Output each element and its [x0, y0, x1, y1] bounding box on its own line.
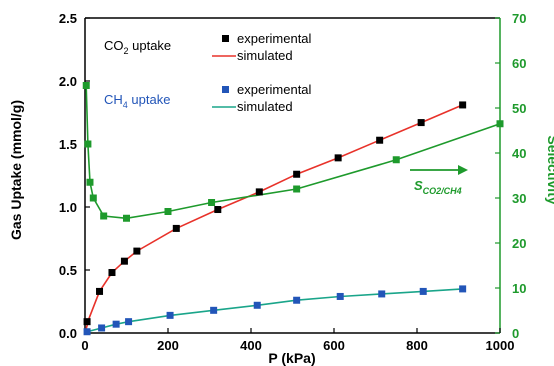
co2-sim-line — [84, 104, 464, 334]
ch4-exp-point — [419, 287, 427, 295]
co2-exp-point — [108, 269, 116, 277]
selectivity-arrow-head — [458, 165, 468, 175]
x-tick-label: 0 — [81, 338, 88, 353]
y2-tick-label: 40 — [512, 146, 526, 161]
selectivity-annotation: SCO2/CH4 — [414, 178, 462, 196]
ch4-exp-point — [83, 328, 91, 336]
ch4-exp-point — [459, 285, 467, 293]
selectivity-point — [123, 214, 130, 222]
y-tick-label: 0.0 — [59, 326, 77, 341]
selectivity-point — [164, 208, 172, 215]
legend-co2-sim-label: simulated — [237, 48, 293, 63]
y2-tick-label: 20 — [512, 236, 526, 251]
co2-exp-point — [293, 170, 301, 178]
co2-exp-point — [334, 154, 342, 162]
co2-exp-point — [83, 318, 91, 326]
selectivity-point — [392, 156, 400, 164]
co2-exp-point — [376, 136, 384, 144]
y-tick-label: 1.0 — [59, 200, 77, 215]
y-tick-label: 0.5 — [59, 263, 77, 278]
ch4-exp-point — [378, 290, 386, 298]
selectivity-point — [82, 82, 90, 89]
y2-tick-label: 60 — [512, 56, 526, 71]
legend-ch4-exp-label: experimental — [237, 82, 312, 97]
y2-tick-label: 30 — [512, 191, 526, 206]
selectivity-point — [293, 185, 301, 193]
y-axis-title: Gas Uptake (mmol/g) — [8, 100, 24, 240]
y-tick-label: 1.5 — [59, 137, 77, 152]
legend-ch4-exp-marker — [222, 86, 229, 93]
co2-exp-point — [133, 247, 141, 255]
y-tick-label: 2.0 — [59, 74, 77, 89]
co2-uptake-label: CO2 uptake — [104, 38, 171, 56]
y2-tick-label: 70 — [512, 11, 526, 26]
legend-co2-exp-label: experimental — [237, 31, 312, 46]
co2-exp-point — [459, 101, 467, 109]
ch4-sim-line — [84, 288, 463, 334]
co2-exp-point — [120, 257, 128, 265]
co2-exp-point — [417, 119, 425, 127]
co2-exp-point — [172, 224, 180, 232]
ch4-exp-point — [98, 324, 106, 332]
co2-exp-point — [214, 206, 222, 214]
selectivity-point — [86, 178, 94, 186]
legend-co2-exp-marker — [222, 35, 229, 42]
selectivity-point — [89, 194, 97, 202]
x-tick-label: 200 — [157, 338, 179, 353]
y-tick-label: 2.5 — [59, 11, 77, 26]
y2-axis-title: Selectivity — [545, 135, 554, 204]
ch4-exp-point — [293, 296, 301, 304]
ch4-exp-point — [336, 292, 344, 300]
ch4-exp-point — [210, 306, 218, 314]
ch4-exp-point — [125, 318, 133, 326]
ch4-exp-point — [253, 301, 261, 309]
x-axis-title: P (kPa) — [268, 350, 315, 366]
co2-exp-point — [255, 188, 263, 196]
y2-tick-label: 10 — [512, 281, 526, 296]
x-tick-label: 800 — [406, 338, 428, 353]
ch4-uptake-label: CH4 uptake — [104, 92, 170, 110]
x-tick-label: 400 — [240, 338, 262, 353]
y2-tick-label: 50 — [512, 101, 526, 116]
y2-tick-label: 0 — [512, 326, 519, 341]
x-tick-label: 600 — [323, 338, 345, 353]
co2-exp-point — [96, 287, 104, 295]
selectivity-point — [208, 199, 216, 206]
selectivity-point — [84, 140, 92, 148]
selectivity-point — [496, 120, 504, 128]
legend-ch4-sim-label: simulated — [237, 99, 293, 114]
ch4-exp-point — [166, 311, 174, 319]
selectivity-point — [100, 212, 108, 220]
x-tick-label: 1000 — [486, 338, 515, 353]
ch4-exp-point — [112, 320, 120, 328]
